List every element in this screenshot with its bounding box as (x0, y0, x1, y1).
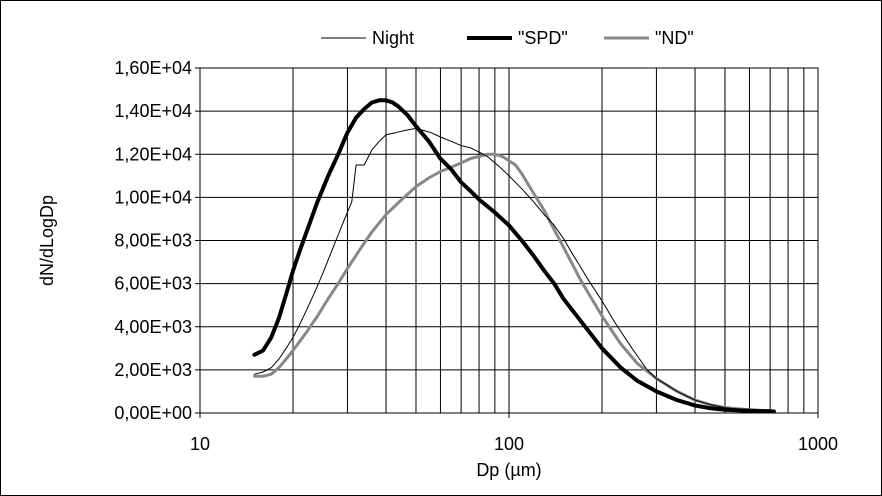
y-axis-title: dN/dLogDp (37, 195, 57, 286)
legend-label: "ND" (655, 28, 694, 48)
y-tick-label: 1,00E+04 (114, 187, 192, 207)
series-line-1 (252, 98, 776, 414)
series (252, 98, 776, 414)
y-tick-label: 1,20E+04 (114, 144, 192, 164)
x-tick-label: 100 (494, 434, 524, 454)
y-tick-label: 0,00E+00 (114, 403, 192, 423)
y-tick-label: 8,00E+03 (114, 231, 192, 251)
legend-label: "SPD" (518, 28, 568, 48)
legend: Night "SPD" "ND" (321, 28, 694, 48)
grid (199, 67, 819, 414)
y-tick-label: 6,00E+03 (114, 274, 192, 294)
y-tick-label: 4,00E+03 (114, 317, 192, 337)
series-line-2 (252, 152, 776, 413)
x-axis-title: Dp (µm) (476, 460, 541, 480)
y-tick-label: 2,00E+03 (114, 360, 192, 380)
y-tick-label: 1,40E+04 (114, 101, 192, 121)
series-line-0 (253, 127, 775, 412)
x-tick-label: 10 (190, 434, 210, 454)
legend-label: Night (372, 28, 414, 48)
y-tick-label: 1,60E+04 (114, 58, 192, 78)
axes: 0,00E+00 2,00E+03 4,00E+03 6,00E+03 8,00E+03… (114, 58, 838, 454)
x-tick-label: 1000 (798, 434, 838, 454)
